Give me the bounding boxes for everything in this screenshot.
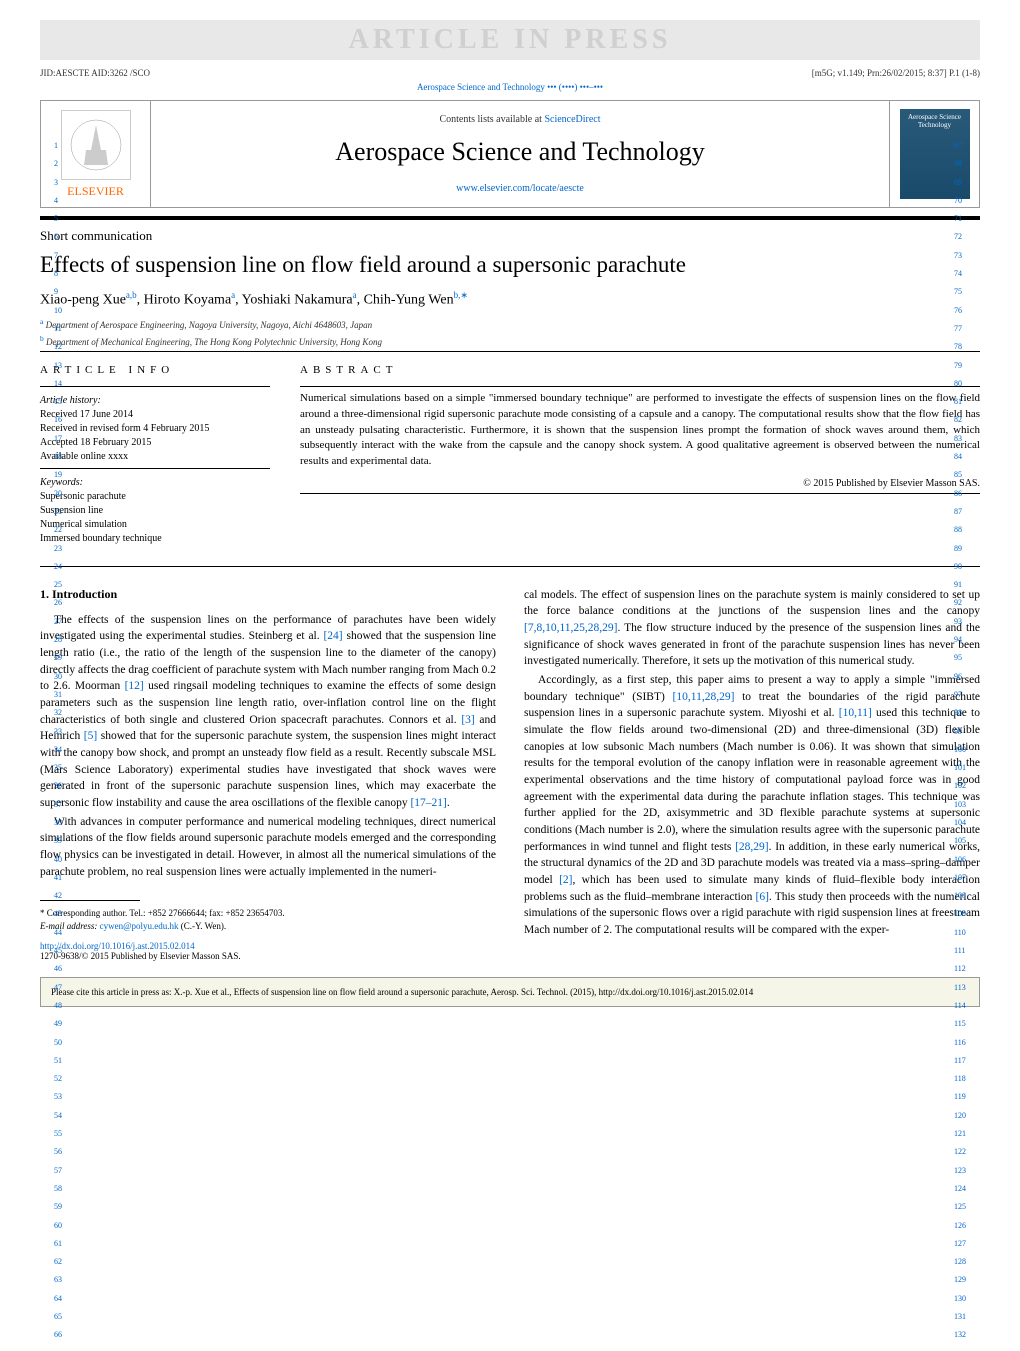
- article-type: Short communication: [40, 228, 980, 244]
- intro-p2: With advances in computer performance an…: [40, 814, 496, 881]
- intro-p3: cal models. The effect of suspension lin…: [524, 587, 980, 670]
- accepted-date: Accepted 18 February 2015: [40, 436, 270, 450]
- citation-box: Please cite this article in press as: X.…: [40, 977, 980, 1008]
- keyword-3: Numerical simulation: [40, 518, 270, 532]
- history-label: Article history:: [40, 395, 270, 406]
- article-info-col: ARTICLE INFO Article history: Received 1…: [40, 364, 270, 546]
- article-info-heading: ARTICLE INFO: [40, 364, 270, 376]
- thick-rule: [40, 216, 980, 220]
- sciencedirect-link[interactable]: ScienceDirect: [544, 114, 600, 125]
- journal-title: Aerospace Science and Technology: [335, 137, 705, 167]
- elsevier-label: ELSEVIER: [67, 184, 124, 199]
- affiliation-a: a Department of Aerospace Engineering, N…: [40, 317, 980, 330]
- email-link[interactable]: cywen@polyu.edu.hk: [100, 921, 179, 931]
- received-date: Received 17 June 2014: [40, 408, 270, 422]
- contents-available: Contents lists available at ScienceDirec…: [439, 114, 600, 125]
- intro-p1: The effects of the suspension lines on t…: [40, 612, 496, 812]
- print-meta: [m5G; v1.149; Prn:26/02/2015; 8:37] P.1 …: [812, 68, 980, 78]
- abstract-copyright: © 2015 Published by Elsevier Masson SAS.: [300, 478, 980, 489]
- line-numbers-right: 6768697071727374757677787980818283848586…: [954, 140, 966, 1348]
- keyword-1: Supersonic parachute: [40, 490, 270, 504]
- rule-below-abstract: [40, 566, 980, 567]
- online-date: Available online xxxx: [40, 450, 270, 464]
- right-column: cal models. The effect of suspension lin…: [524, 587, 980, 961]
- affiliation-b: b Department of Mechanical Engineering, …: [40, 334, 980, 347]
- journal-url[interactable]: www.elsevier.com/locate/aescte: [456, 183, 584, 194]
- corresponding-footnote: * Corresponding author. Tel.: +852 27666…: [40, 907, 496, 932]
- elsevier-tree-logo: [61, 110, 131, 180]
- top-meta-row: JID:AESCTE AID:3262 /SCO [m5G; v1.149; P…: [40, 68, 980, 78]
- abstract-col: ABSTRACT Numerical simulations based on …: [300, 364, 980, 546]
- abstract-heading: ABSTRACT: [300, 364, 980, 376]
- journal-citation-top: Aerospace Science and Technology ••• (••…: [40, 82, 980, 92]
- author-list: Xiao-peng Xuea,b, Hiroto Koyamaa, Yoshia…: [40, 290, 980, 309]
- doi-link[interactable]: http://dx.doi.org/10.1016/j.ast.2015.02.…: [40, 941, 496, 951]
- keywords-label: Keywords:: [40, 477, 270, 488]
- left-column: 1. Introduction The effects of the suspe…: [40, 587, 496, 961]
- keyword-2: Suspension line: [40, 504, 270, 518]
- watermark-banner: ARTICLE IN PRESS: [40, 20, 980, 60]
- section-1-heading: 1. Introduction: [40, 587, 496, 602]
- intro-p4: Accordingly, as a first step, this paper…: [524, 672, 980, 939]
- issn-line: 1270-9638/© 2015 Published by Elsevier M…: [40, 951, 496, 961]
- info-abstract-row: ARTICLE INFO Article history: Received 1…: [40, 364, 980, 546]
- header-center: Contents lists available at ScienceDirec…: [151, 101, 889, 207]
- rule-above-abstract: [40, 351, 980, 352]
- paper-title: Effects of suspension line on flow field…: [40, 252, 980, 278]
- line-numbers-left: 1234567891011121314151617181920212223242…: [54, 140, 62, 1348]
- journal-header-box: ELSEVIER Contents lists available at Sci…: [40, 100, 980, 208]
- body-columns: 1. Introduction The effects of the suspe…: [40, 587, 980, 961]
- jid-aid: JID:AESCTE AID:3262 /SCO: [40, 68, 150, 78]
- keyword-4: Immersed boundary technique: [40, 532, 270, 546]
- revised-date: Received in revised form 4 February 2015: [40, 422, 270, 436]
- abstract-text: Numerical simulations based on a simple …: [300, 391, 980, 471]
